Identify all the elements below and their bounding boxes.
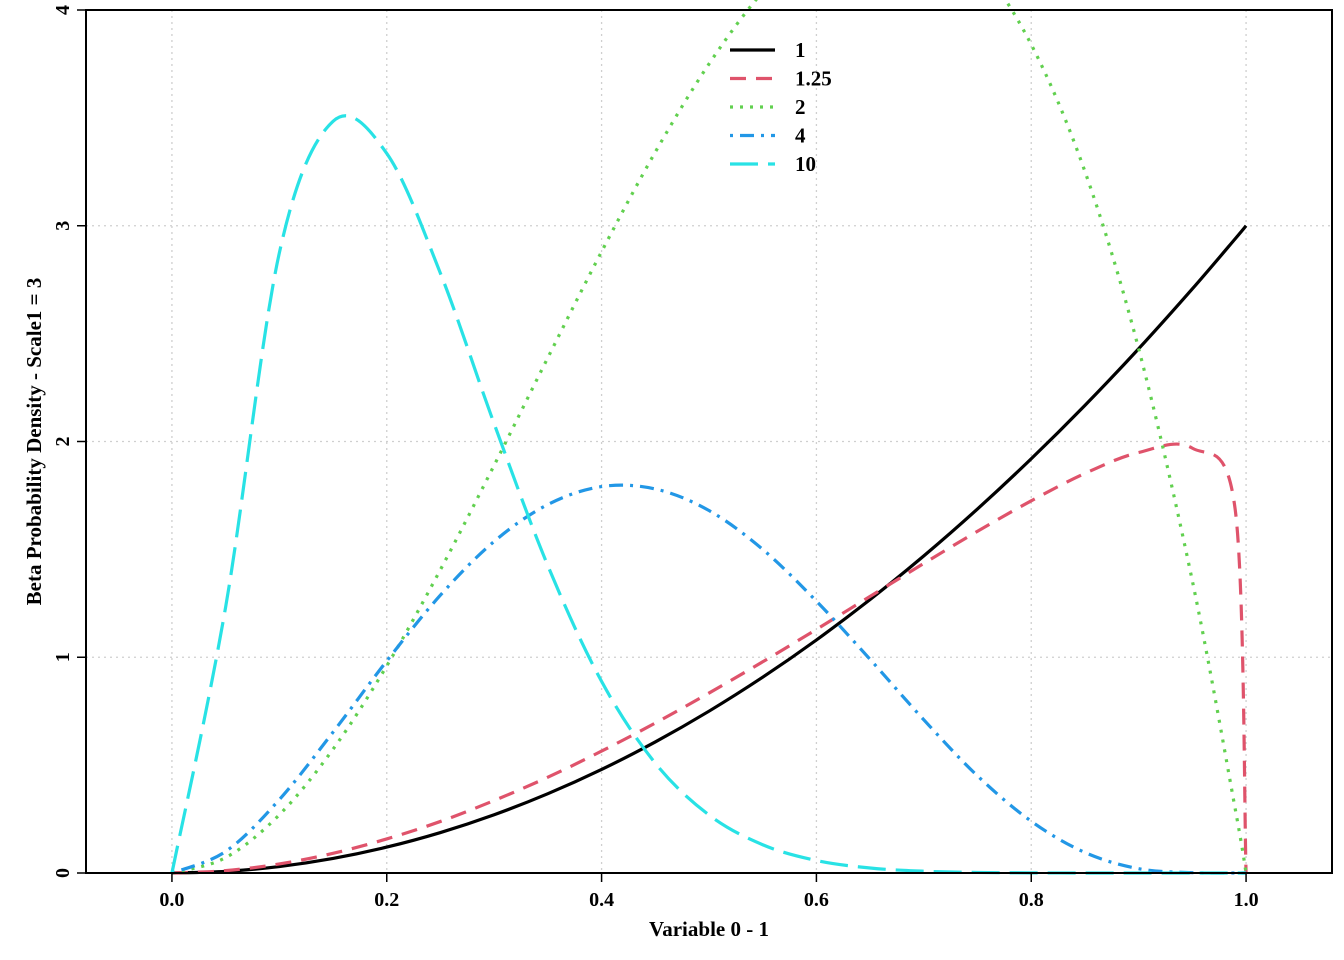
series-line-4 <box>171 483 1247 875</box>
legend-label: 1 <box>795 38 806 62</box>
y-tick-label: 4 <box>52 5 74 15</box>
y-tick-label: 2 <box>52 437 74 447</box>
y-tick-label: 0 <box>52 868 74 878</box>
legend-label: 1.25 <box>795 67 832 91</box>
x-tick-label: 0.6 <box>804 889 829 911</box>
series-line-10 <box>170 114 1247 875</box>
x-tick-label: 0.0 <box>159 889 184 911</box>
y-tick-label: 1 <box>52 652 74 662</box>
legend-label: 10 <box>795 152 816 176</box>
series-line-1-25 <box>171 442 1248 875</box>
series-lines <box>170 0 1248 875</box>
x-tick-label: 1.0 <box>1234 889 1259 911</box>
y-axis-label: Beta Probability Density - Scale1 = 3 <box>22 278 46 606</box>
series-line-1 <box>171 224 1248 875</box>
x-tick-label: 0.8 <box>1019 889 1044 911</box>
grid <box>86 9 1332 874</box>
legend-label: 2 <box>795 95 806 119</box>
y-axis: 0 1 2 3 4 <box>52 5 86 878</box>
series-line-2 <box>171 0 1248 875</box>
legend-label: 4 <box>795 124 806 148</box>
x-axis-label: Variable 0 - 1 <box>649 917 769 941</box>
x-axis: 0.0 0.2 0.4 0.6 0.8 1.0 <box>159 873 1259 911</box>
legend: 1 1.25 2 4 10 <box>730 38 832 176</box>
x-tick-label: 0.2 <box>374 889 399 911</box>
y-tick-label: 3 <box>52 221 74 231</box>
x-tick-label: 0.4 <box>589 889 614 911</box>
